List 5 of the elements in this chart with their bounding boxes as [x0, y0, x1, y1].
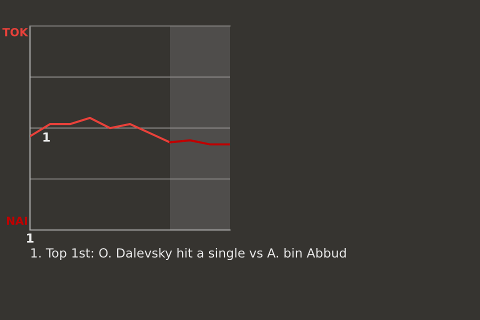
text: 1. Top 1st: O. Dalevsky hit a single vs A. bin Abbud	[31, 248, 346, 260]
text: 1	[27, 234, 34, 243]
text: NAI	[6, 216, 27, 225]
annotation: 1	[43, 132, 50, 142]
text: TOK	[2, 28, 28, 36]
